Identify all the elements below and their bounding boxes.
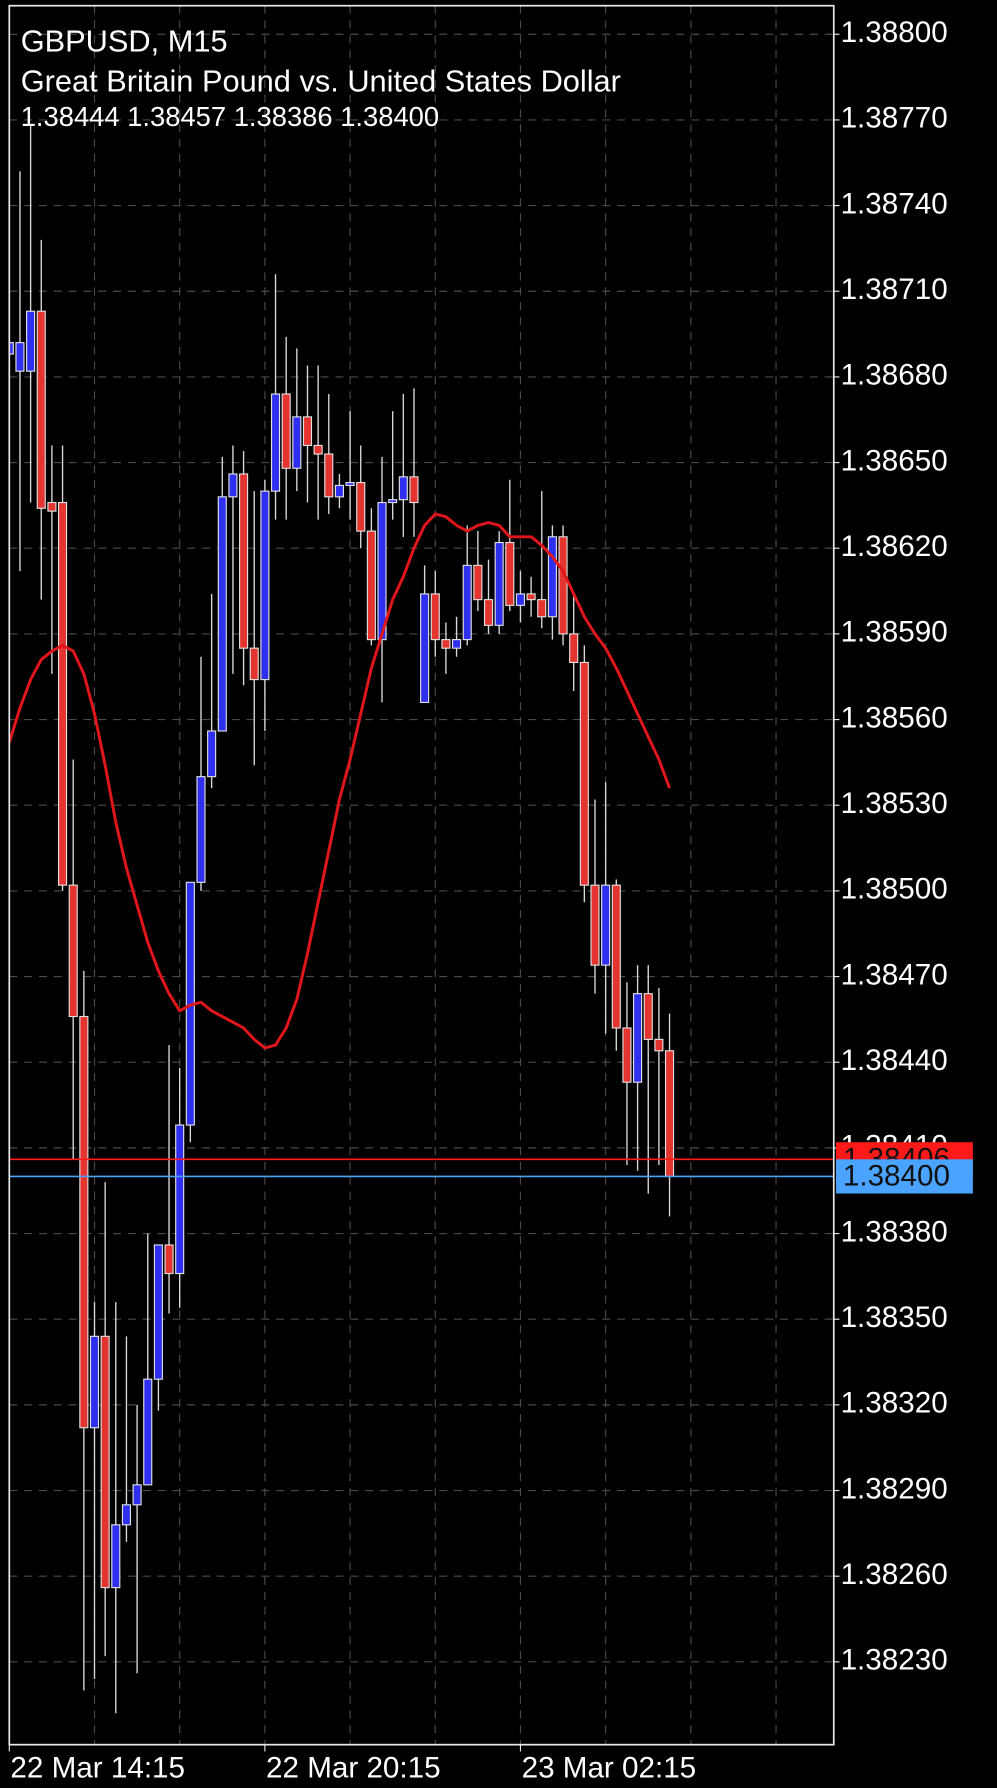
candle-body: [313, 444, 323, 455]
candle-body: [15, 342, 25, 372]
candle-body: [601, 884, 611, 966]
candle-body: [473, 564, 483, 601]
price-label: 1.38400: [843, 1159, 950, 1192]
y-tick-label: 1.38770: [841, 102, 948, 135]
candle-body: [366, 530, 376, 641]
candle-body: [611, 884, 621, 1029]
candle-body: [26, 310, 36, 372]
candle-body: [483, 599, 494, 626]
x-tick-label: 23 Mar 02:15: [522, 1752, 697, 1785]
candle-body: [664, 1050, 675, 1178]
chart-title: GBPUSD, M15: [21, 23, 228, 58]
candle-body: [292, 416, 302, 469]
y-tick-label: 1.38320: [841, 1387, 948, 1420]
candle-body: [420, 593, 430, 704]
candle-body: [228, 473, 238, 498]
candle-body: [622, 1027, 632, 1083]
candle-body: [462, 564, 472, 641]
plot-area: [9, 125, 834, 1714]
candle-body: [537, 599, 547, 618]
candle-body: [302, 416, 313, 447]
candle-body: [100, 1335, 110, 1589]
candle-body: [36, 310, 46, 509]
y-tick-label: 1.38260: [841, 1558, 948, 1591]
candle-body: [558, 536, 568, 635]
y-tick-label: 1.38740: [841, 187, 948, 220]
y-tick-label: 1.38590: [841, 616, 948, 649]
candle-body: [143, 1378, 153, 1486]
candle-body: [153, 1244, 163, 1380]
x-tick-label: 22 Mar 14:15: [10, 1752, 185, 1785]
candle-body: [515, 593, 526, 606]
y-tick-label: 1.38500: [841, 873, 948, 906]
candle-body: [398, 476, 408, 501]
candle-body: [334, 484, 344, 498]
candle-body: [281, 393, 291, 469]
candle-body: [430, 593, 440, 641]
candle-body: [111, 1524, 121, 1589]
candle-body: [249, 647, 259, 681]
y-tick-label: 1.38650: [841, 444, 948, 477]
candle-body: [643, 993, 653, 1040]
candle-body: [79, 1015, 89, 1429]
y-tick-label: 1.38230: [841, 1644, 948, 1677]
candle-body: [175, 1124, 185, 1275]
candle-body: [217, 496, 227, 732]
moving-average: [9, 512, 671, 1050]
candle-body: [132, 1484, 142, 1506]
y-tick-label: 1.38470: [841, 958, 948, 991]
x-tick-label: 22 Mar 20:15: [266, 1752, 441, 1785]
y-tick-label: 1.38440: [841, 1044, 948, 1077]
candle-body: [409, 476, 419, 504]
candle-body: [526, 593, 536, 601]
candle-body: [196, 776, 206, 883]
candle-body: [260, 490, 270, 681]
candle-body: [345, 481, 355, 486]
y-tick-label: 1.38380: [841, 1215, 948, 1248]
candle-body: [388, 499, 398, 504]
candle-body: [356, 481, 366, 532]
candle-body: [569, 633, 579, 664]
candle-body: [89, 1335, 100, 1429]
candle-body: [590, 884, 600, 966]
candle-body: [207, 730, 217, 778]
candle-body: [505, 541, 515, 606]
candle-body: [68, 884, 78, 1018]
y-tick-label: 1.38290: [841, 1472, 948, 1505]
y-tick-label: 1.38800: [841, 16, 948, 49]
quote: 1.38444 1.38457 1.38386 1.38400: [21, 101, 439, 132]
candle-body: [164, 1244, 174, 1275]
candle-body: [441, 639, 451, 649]
candle-body: [452, 639, 462, 649]
candle-body: [579, 661, 589, 886]
candle-body: [57, 501, 68, 886]
candle-body: [547, 536, 557, 618]
candle-body: [494, 541, 504, 626]
y-tick-label: 1.38620: [841, 530, 948, 563]
y-tick-label: 1.38710: [841, 273, 948, 306]
candle-body: [654, 1038, 664, 1052]
y-tick-label: 1.38350: [841, 1301, 948, 1334]
y-tick-label: 1.38530: [841, 787, 948, 820]
candle-body: [239, 473, 249, 649]
chart-subtitle: Great Britain Pound vs. United States Do…: [21, 63, 621, 98]
candle-body: [121, 1504, 132, 1526]
candle-body: [270, 393, 281, 492]
y-tick-label: 1.38680: [841, 359, 948, 392]
plot-frame: [8, 4, 835, 1746]
candle-body: [633, 993, 643, 1083]
candle-body: [9, 342, 14, 355]
price-label-box: [836, 1159, 973, 1194]
candle-body: [377, 501, 387, 641]
y-tick-label: 1.38560: [841, 701, 948, 734]
axis: 1.38800 1.38770 1.38740 1.38710 1.38680 1.386…: [8, 16, 973, 1785]
candle-body: [47, 501, 57, 512]
candle-body: [324, 453, 334, 498]
